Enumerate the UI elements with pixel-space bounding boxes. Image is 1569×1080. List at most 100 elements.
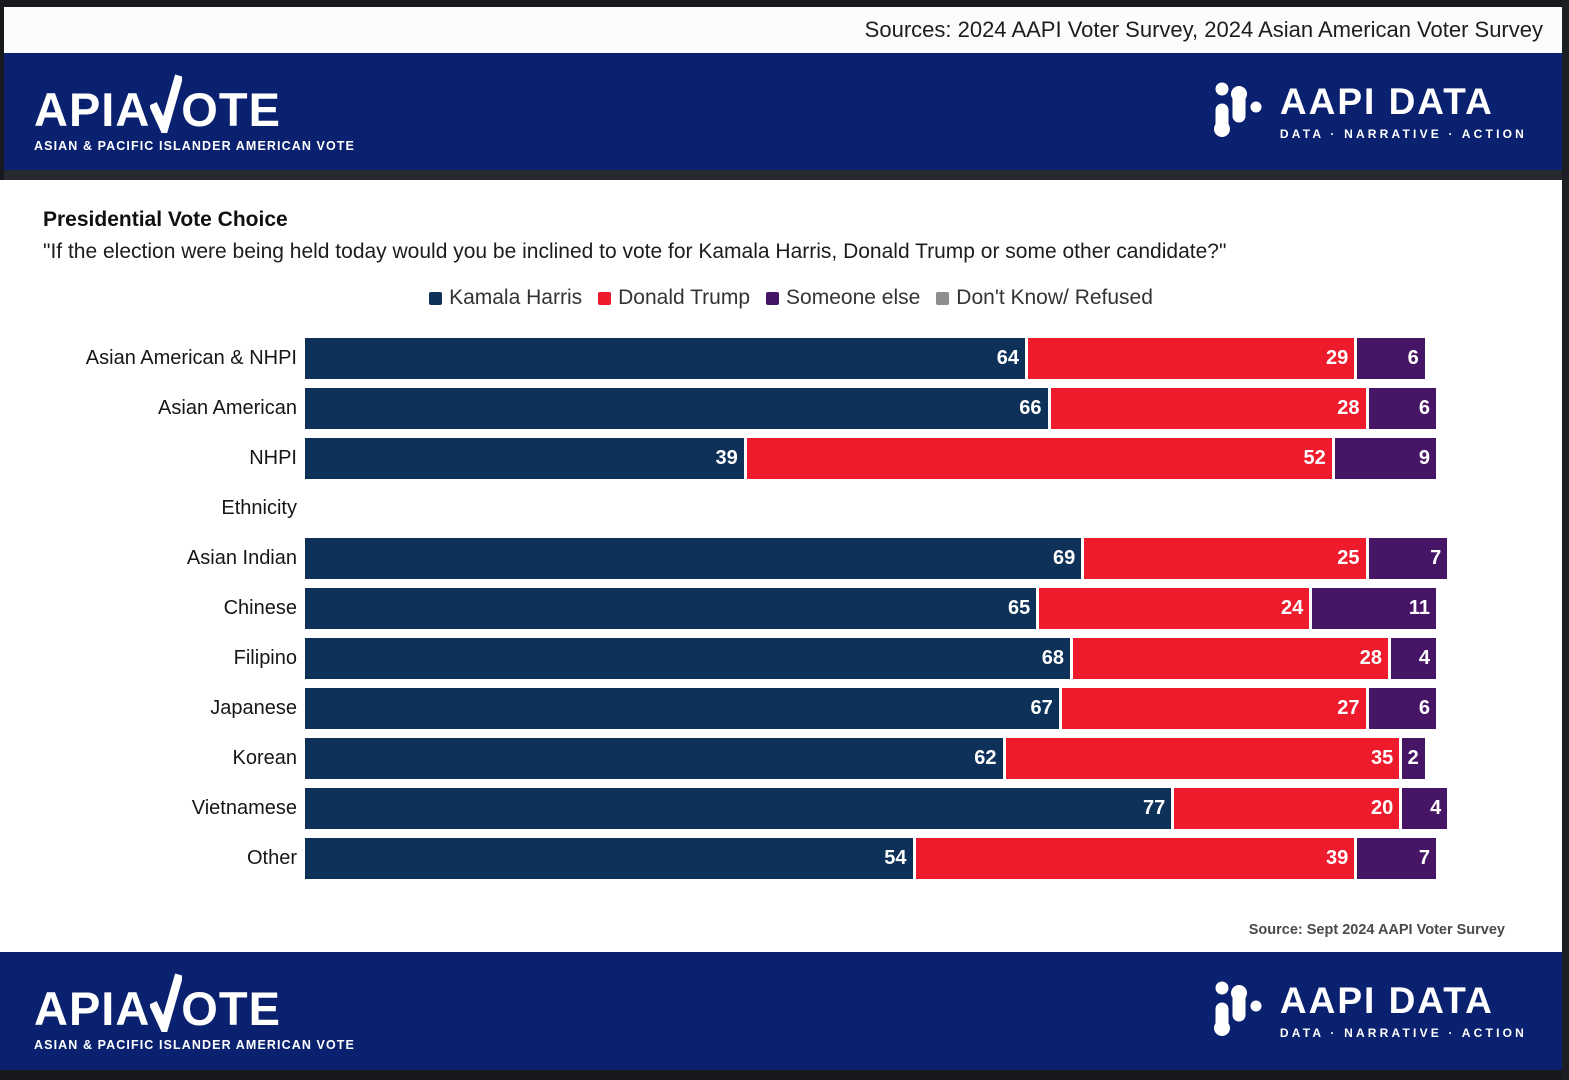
apiavote-logo: APIA OTE ASIAN & PACIFIC ISLANDER AMERIC… [34,71,355,153]
apiavote-wordmark: APIA OTE [34,71,355,133]
bar-track: 77 20 4 [305,788,1450,829]
footer-band: APIA OTE ASIAN & PACIFIC ISLANDER AMERIC… [0,952,1569,1070]
aapi-data-text: AAPI DATA DATA · NARRATIVE · ACTION [1280,83,1527,141]
bar-value-label: 77 [1143,797,1166,819]
someone-else-segment: 6 [1368,688,1436,729]
row-label: Vietnamese [191,797,297,819]
row-label: Filipino [233,647,297,669]
chart-title: Presidential Vote Choice [43,208,288,231]
footer-apiavote-tagline: ASIAN & PACIFIC ISLANDER AMERICAN VOTE [34,1038,355,1052]
someone-else-segment: 4 [1402,788,1448,829]
bar-track: 64 29 6 [305,338,1428,379]
chart-legend: Kamala Harris Donald Trump Someone else Don… [43,286,1539,310]
sources-banner-text: Sources: 2024 AAPI Voter Survey, 2024 As… [864,17,1543,42]
trump-segment: 29 [1028,338,1355,379]
chart-row: Japanese 67 27 6 [43,688,1539,729]
aapi-data-wordmark: AAPI DATA [1279,80,1494,122]
bar-value-label: 6 [1418,697,1430,719]
bar-track: 67 27 6 [305,688,1439,729]
harris-segment: 69 [305,538,1082,579]
harris-segment: 77 [305,788,1172,829]
footer-aapi-data-wordmark: AAPI DATA [1279,980,1494,1021]
legend-swatch-icon [429,291,443,305]
bar-value-label: 4 [1418,647,1430,669]
checkmark-icon [150,73,183,133]
sources-banner: Sources: 2024 AAPI Voter Survey, 2024 As… [0,7,1569,53]
trump-segment: 28 [1050,388,1366,429]
bar-value-label: 66 [1019,397,1042,419]
harris-segment: 65 [305,588,1037,629]
bar-value-label: 39 [715,447,738,469]
apiavote-text-left: APIA [34,82,151,136]
chart-row: Korean 62 35 2 [43,738,1539,779]
bar-track: 65 24 11 [305,588,1439,629]
someone-else-segment: 7 [1368,538,1448,579]
row-label: Asian American & NHPI [85,347,297,369]
bottom-border [0,1070,1569,1080]
someone-else-segment: 7 [1357,838,1436,879]
legend-swatch-icon [766,291,780,305]
row-label: Other [246,847,297,869]
harris-segment: 54 [305,838,913,879]
bar-value-label: 6 [1407,347,1419,369]
chart-row: Chinese 65 24 11 [43,588,1539,629]
someone-else-segment: 6 [1357,338,1425,379]
bar-value-label: 52 [1303,447,1326,469]
bar-value-label: 54 [884,847,907,869]
bar-value-label: 25 [1337,547,1360,569]
group-header-row: Ethnicity [43,488,1539,529]
header-band: APIA OTE ASIAN & PACIFIC ISLANDER AMERIC… [0,53,1569,170]
bar-track: 68 28 4 [305,638,1439,679]
bar-value-label: 65 [1008,597,1031,619]
footer-checkmark-icon [150,973,183,1032]
bar-value-label: 68 [1041,647,1064,669]
bar-value-label: 62 [974,747,997,769]
footer-apiavote-wordmark: APIA OTE [34,970,355,1032]
legend-item-3: Don't Know/ Refused [936,286,1153,310]
footer-apiavote-logo: APIA OTE ASIAN & PACIFIC ISLANDER AMERIC… [34,970,355,1052]
trump-segment: 24 [1039,588,1310,629]
chart-row: Vietnamese 77 20 4 [43,788,1539,829]
bar-value-label: 20 [1371,797,1394,819]
someone-else-segment: 4 [1391,638,1436,679]
bar-track: 66 28 6 [305,388,1439,429]
chart-row: Filipino 68 28 4 [43,638,1539,679]
header-divider [0,170,1569,180]
chart-row: Asian Indian 69 25 7 [43,538,1539,579]
bar-value-label: 69 [1053,547,1076,569]
bar-value-label: 7 [1418,847,1430,869]
bar-value-label: 9 [1418,447,1430,469]
apiavote-tagline: ASIAN & PACIFIC ISLANDER AMERICAN VOTE [34,138,355,153]
chart-subtitle: "If the election were being held today w… [43,240,1227,263]
legend-label: Don't Know/ Refused [956,286,1153,309]
row-label: Chinese [223,597,297,619]
bar-track: 39 52 9 [305,438,1439,479]
harris-segment: 64 [305,338,1025,379]
footer-apiavote-text-right: OTE [181,982,281,1035]
legend-item-0: Kamala Harris [429,286,582,310]
bar-value-label: 67 [1030,697,1053,719]
legend-swatch-icon [598,291,612,305]
legend-label: Kamala Harris [449,286,583,309]
trump-segment: 35 [1005,738,1400,779]
trump-segment: 20 [1174,788,1400,829]
trump-segment: 39 [915,838,1355,879]
legend-item-2: Someone else [766,286,920,310]
bar-value-label: 27 [1337,697,1360,719]
legend-label: Someone else [786,286,921,309]
row-label: Japanese [210,697,297,719]
someone-else-segment: 6 [1368,388,1436,429]
apiavote-text-right: OTE [181,82,281,136]
bar-value-label: 39 [1326,847,1349,869]
source-note: Source: Sept 2024 AAPI Voter Survey [1248,922,1505,938]
row-label: Asian American [158,397,297,419]
bar-track: 62 35 2 [305,738,1428,779]
bar-value-label: 6 [1418,397,1430,419]
someone-else-segment: 11 [1312,588,1436,629]
footer-aapi-data-tagline: DATA · NARRATIVE · ACTION [1279,1026,1527,1040]
footer-aapi-data-logo: AAPI DATA DATA · NARRATIVE · ACTION [1212,979,1527,1043]
chart-row: Asian American & NHPI 64 29 6 [43,338,1539,379]
row-label: Ethnicity [221,497,297,519]
footer-apiavote-text-left: APIA [34,982,151,1035]
